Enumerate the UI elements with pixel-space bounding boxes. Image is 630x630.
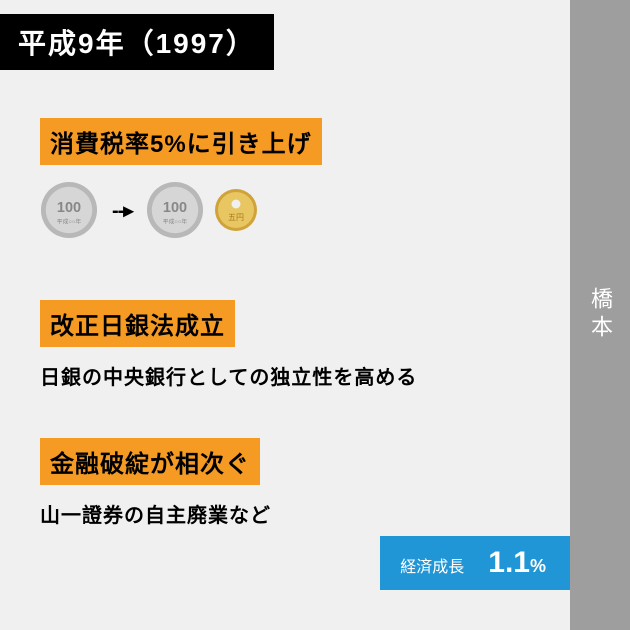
svg-text:五円: 五円 — [228, 213, 244, 222]
main-panel: 平成9年（1997） 消費税率5%に引き上げ 100 平成○○年 --▸ 100… — [0, 0, 570, 630]
arrow-icon: --▸ — [108, 198, 136, 223]
crisis-body: 山一證券の自主廃業など — [40, 499, 271, 528]
pm-name: 橋本 — [584, 287, 616, 343]
svg-text:平成○○年: 平成○○年 — [57, 218, 82, 226]
section-crisis: 金融破綻が相次ぐ 山一證券の自主廃業など — [40, 438, 271, 528]
pm-sidebar: 橋本 — [570, 0, 630, 630]
growth-value: 1.1 — [488, 546, 530, 579]
growth-box: 経済成長 1.1% — [380, 536, 570, 590]
boj-body: 日銀の中央銀行としての独立性を高める — [40, 361, 417, 390]
coin-100-after: 100 平成○○年 — [146, 181, 204, 239]
growth-pct: % — [530, 556, 546, 576]
coin-row: 100 平成○○年 --▸ 100 平成○○年 五円 — [40, 181, 322, 239]
svg-text:100: 100 — [57, 200, 81, 216]
section-tax: 消費税率5%に引き上げ 100 平成○○年 --▸ 100 平成○○年 五円 — [40, 118, 322, 239]
svg-text:平成○○年: 平成○○年 — [163, 218, 188, 226]
year-banner: 平成9年（1997） — [0, 14, 274, 70]
tax-title: 消費税率5%に引き上げ — [40, 118, 322, 165]
boj-title: 改正日銀法成立 — [40, 300, 235, 347]
growth-label: 経済成長 — [400, 553, 464, 577]
coin-5-yen: 五円 — [214, 188, 258, 232]
svg-text:100: 100 — [163, 200, 187, 216]
section-boj: 改正日銀法成立 日銀の中央銀行としての独立性を高める — [40, 300, 417, 390]
crisis-title: 金融破綻が相次ぐ — [40, 438, 260, 485]
coin-100-before: 100 平成○○年 — [40, 181, 98, 239]
